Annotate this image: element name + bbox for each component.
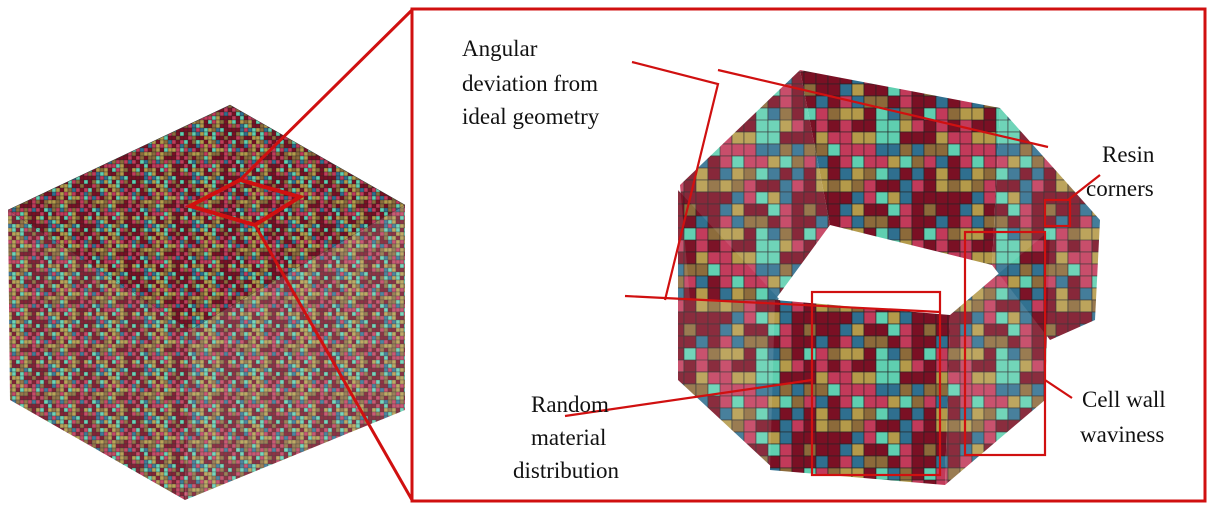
annotation-text: Resin bbox=[1102, 142, 1155, 167]
figure: Angular deviation from ideal geometry Re… bbox=[0, 0, 1210, 506]
zoom-line bbox=[240, 10, 412, 180]
annotation-text: Angular bbox=[462, 36, 538, 61]
annotation-text: Cell wall bbox=[1082, 387, 1166, 412]
annotation-text: corners bbox=[1086, 176, 1154, 201]
annotation-text: ideal geometry bbox=[462, 104, 600, 129]
cell-wall bbox=[770, 300, 950, 485]
honeycomb-block bbox=[8, 10, 412, 500]
annotation-text: deviation from bbox=[462, 71, 598, 96]
annotation-text: Random bbox=[531, 392, 609, 417]
annotation-text: waviness bbox=[1080, 422, 1164, 447]
annotation-text: distribution bbox=[513, 458, 620, 483]
annotation-text: material bbox=[531, 425, 606, 450]
